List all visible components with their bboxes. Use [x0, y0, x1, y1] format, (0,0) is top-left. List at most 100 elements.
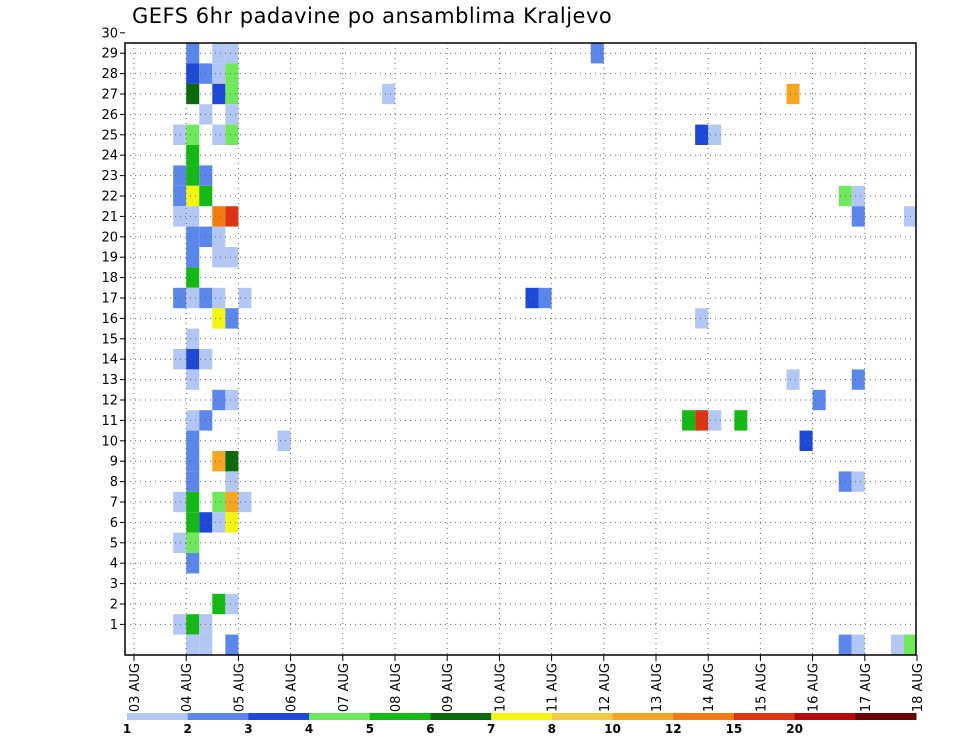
heatmap-cell: [173, 349, 187, 370]
heatmap-cell: [695, 124, 709, 145]
heatmap-cell: [695, 410, 709, 431]
heatmap-cell: [186, 532, 200, 553]
heatmap-cell: [186, 165, 200, 186]
heatmap-cell: [212, 206, 226, 227]
heatmap-cell: [225, 83, 239, 105]
heatmap-cell: [186, 451, 200, 472]
y-tick-label: 5: [110, 536, 118, 551]
heatmap-cell: [186, 247, 200, 268]
heatmap-cell: [173, 532, 187, 553]
heatmap-cell: [212, 124, 226, 145]
heatmap-cell: [186, 634, 200, 655]
heatmap-cell: [786, 369, 800, 390]
heatmap-cell: [238, 287, 252, 309]
heatmap-cell: [695, 308, 709, 329]
heatmap-cell: [812, 389, 826, 411]
heatmap-cell: [786, 83, 800, 105]
heatmap-cell: [708, 124, 722, 145]
colorbar-swatch: [551, 713, 614, 720]
x-tick-label: 17 AUG: [859, 663, 874, 712]
x-tick-label: 16 AUG: [807, 663, 822, 712]
heatmap-cell: [212, 389, 226, 411]
x-tick-label: 14 AUG: [702, 663, 717, 712]
heatmap-cell: [173, 206, 187, 227]
colorbar-swatch: [187, 713, 249, 720]
y-tick-label: 17: [101, 292, 118, 307]
heatmap-cell: [212, 83, 226, 105]
heatmap-cell: [212, 308, 226, 329]
colorbar-label: 3: [244, 722, 252, 736]
heatmap-cell: [212, 512, 226, 533]
colorbar-swatch: [612, 713, 674, 720]
heatmap-cell: [238, 491, 252, 513]
x-tick-label: 06 AUG: [285, 663, 300, 712]
colorbar-label: 5: [366, 722, 374, 736]
heatmap-cell: [225, 593, 239, 615]
heatmap-cell: [173, 614, 187, 635]
y-tick-label: 10: [101, 434, 118, 449]
colorbar-label: 7: [487, 722, 495, 736]
heatmap-cell: [682, 410, 696, 431]
y-tick-label: 14: [101, 353, 118, 368]
y-tick-label: 22: [101, 190, 118, 205]
x-tick-label: 08 AUG: [389, 663, 404, 712]
y-tick-label: 15: [101, 332, 118, 347]
heatmap-cell: [186, 206, 200, 227]
heatmap-cell: [225, 206, 239, 227]
colorbar-label: 8: [548, 722, 556, 736]
heatmap-cell: [186, 491, 200, 513]
y-tick-label: 7: [110, 496, 118, 511]
heatmap-cell: [225, 104, 239, 125]
y-tick-label: 30: [101, 26, 118, 41]
colorbar-swatch: [794, 713, 856, 720]
heatmap-cell: [173, 165, 187, 186]
heatmap-cell: [225, 512, 239, 533]
heatmap-cell: [851, 634, 865, 655]
colorbar-swatch: [369, 713, 431, 720]
y-tick-label: 13: [101, 373, 118, 388]
heatmap-cell: [225, 389, 239, 411]
heatmap-cell: [212, 491, 226, 513]
colorbar-label: 1: [123, 722, 131, 736]
heatmap-cell: [186, 267, 200, 288]
x-tick-label: 05 AUG: [232, 663, 247, 712]
heatmap-cell: [186, 349, 200, 370]
heatmap-cell: [186, 614, 200, 635]
heatmap-cell: [225, 634, 239, 655]
heatmap-cell: [186, 124, 200, 145]
heatmap-cell: [838, 634, 852, 655]
colorbar: 1 2 3 4 5 6 7 8 10 12 15 20: [123, 713, 917, 736]
x-tick-label: 07 AUG: [337, 663, 352, 712]
y-tick-label: 21: [101, 210, 118, 225]
x-tick-label: 15 AUG: [754, 663, 769, 712]
heatmap-cell: [173, 185, 187, 207]
y-tick-label: 2: [110, 598, 118, 613]
colorbar-label: 2: [184, 722, 192, 736]
heatmap-cell: [186, 410, 200, 431]
heatmap-cell: [212, 287, 226, 309]
heatmap-cell: [212, 593, 226, 615]
colorbar-swatch: [309, 713, 371, 720]
heatmap-cell: [186, 512, 200, 533]
x-tick-label: 12 AUG: [598, 663, 613, 712]
heatmap-cell: [851, 185, 865, 207]
heatmap-cell: [212, 63, 226, 84]
colorbar-label: 4: [305, 722, 313, 736]
heatmap-cell: [225, 247, 239, 268]
heatmap-cell: [212, 226, 226, 247]
x-tick-label: 04 AUG: [180, 663, 195, 712]
y-tick-label: 27: [101, 88, 118, 103]
colorbar-label: 15: [726, 722, 743, 736]
heatmap-cell: [225, 308, 239, 329]
colorbar-label: 10: [604, 722, 621, 736]
heatmap-cell: [186, 287, 200, 309]
y-tick-label: 18: [101, 271, 118, 286]
heatmap-cells: [173, 43, 916, 655]
heatmap-cell: [173, 491, 187, 513]
x-tick-label: 11 AUG: [546, 663, 561, 712]
y-tick-label: 8: [110, 475, 118, 490]
y-tick-label: 3: [110, 577, 118, 592]
heatmap-cell: [186, 369, 200, 390]
heatmap-cell: [708, 410, 722, 431]
heatmap-cell: [212, 451, 226, 472]
